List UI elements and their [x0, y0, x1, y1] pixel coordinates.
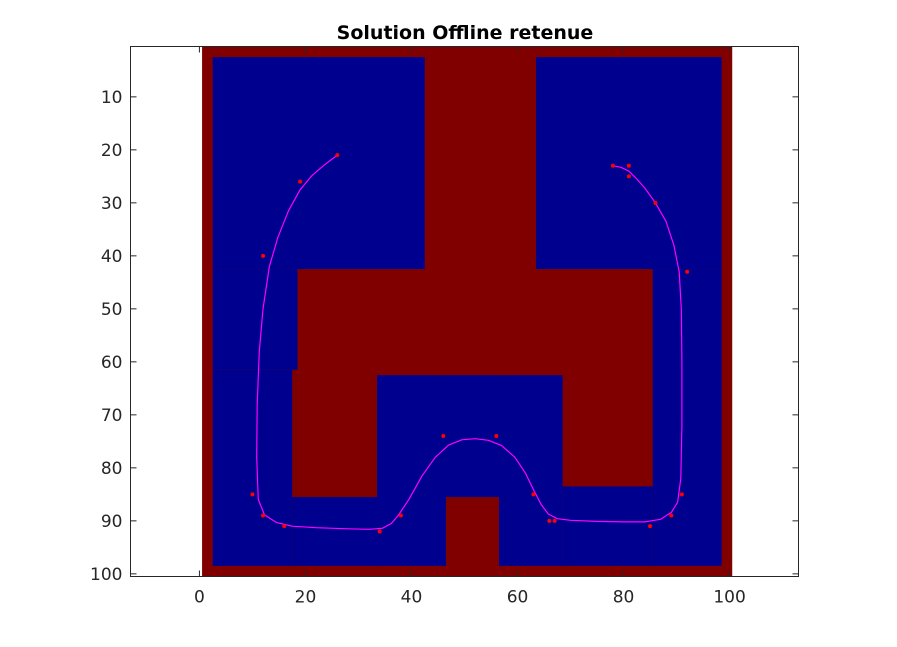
free-space-cell: [498, 375, 563, 566]
x-tick-label: 60: [507, 588, 529, 608]
free-space-cell: [377, 375, 446, 566]
free-space-cell: [292, 497, 378, 566]
waypoint-marker: [547, 518, 552, 523]
waypoint-markers: [250, 153, 690, 534]
x-tick-label: 40: [401, 588, 423, 608]
waypoint-marker: [261, 253, 266, 258]
path-line: [256, 154, 683, 530]
free-space-cell: [536, 57, 722, 270]
axes: 0 20 40 60 80 100 10 20 30 40 50 60 70 80 90 100: [90, 46, 799, 608]
y-tick-label: 60: [101, 353, 123, 373]
waypoint-marker: [250, 492, 255, 497]
occupancy-map: [202, 46, 733, 577]
waypoint-marker: [335, 153, 340, 158]
chart-title: Solution Offline retenue: [337, 22, 594, 44]
x-tick-label: 20: [295, 588, 317, 608]
waypoint-marker: [441, 434, 446, 439]
waypoint-marker: [685, 269, 690, 274]
planned-path: [256, 154, 683, 530]
y-tick-label: 70: [101, 406, 123, 426]
waypoint-marker: [261, 513, 266, 518]
x-tick-label: 80: [613, 588, 635, 608]
waypoint-marker: [531, 492, 536, 497]
waypoint-marker: [669, 513, 674, 518]
waypoint-marker: [398, 513, 403, 518]
waypoint-marker: [377, 529, 382, 534]
waypoint-marker: [610, 163, 615, 168]
waypoint-marker: [653, 200, 658, 205]
free-space-cell: [212, 57, 425, 270]
free-space-cell: [562, 486, 653, 566]
waypoint-marker: [552, 518, 557, 523]
x-tick-label: 0: [194, 588, 205, 608]
free-space-cell: [212, 269, 298, 370]
y-tick-label: 30: [101, 194, 123, 214]
waypoint-marker: [282, 524, 287, 529]
y-tick-label: 40: [101, 247, 123, 267]
free-space-cell: [652, 269, 722, 566]
y-tick-label: 80: [101, 459, 123, 479]
waypoint-marker: [626, 174, 631, 179]
y-tick-label: 20: [101, 141, 123, 161]
y-tick-label: 50: [101, 300, 123, 320]
axes-frame: [130, 46, 799, 577]
free-space-cell: [445, 375, 499, 497]
y-tick-label: 90: [101, 512, 123, 532]
waypoint-marker: [648, 524, 653, 529]
waypoint-marker: [494, 434, 499, 439]
waypoint-marker: [298, 179, 303, 184]
waypoint-marker: [679, 492, 684, 497]
free-space-cell: [212, 369, 293, 566]
y-tick-label: 100: [90, 565, 122, 585]
y-tick-label: 10: [101, 88, 123, 108]
waypoint-marker: [626, 163, 631, 168]
x-tick-label: 100: [713, 588, 745, 608]
